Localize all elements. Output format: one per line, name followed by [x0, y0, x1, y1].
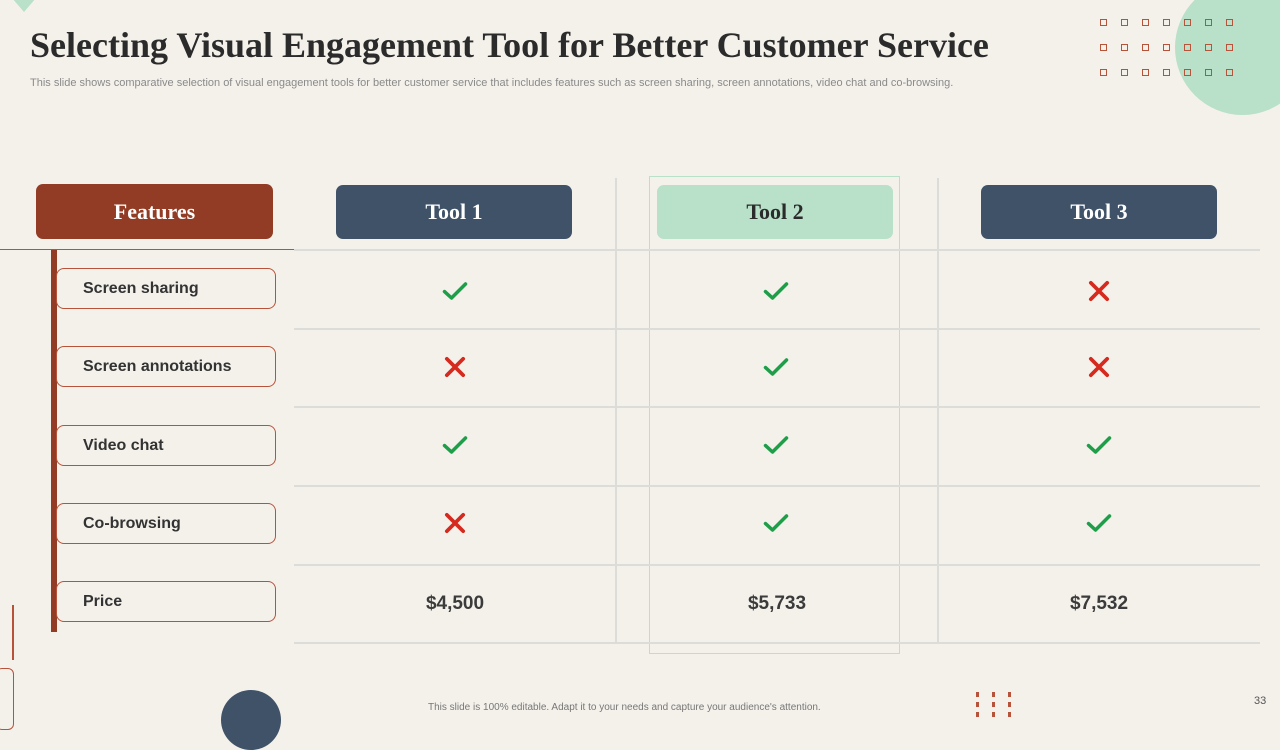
tool-2-highlight	[649, 176, 900, 654]
dot	[1184, 44, 1191, 51]
check-icon	[425, 261, 485, 321]
dot-grid-decoration-bottom	[976, 692, 1016, 720]
dot	[1226, 19, 1233, 26]
dot	[1100, 19, 1107, 26]
row-divider	[294, 328, 1260, 330]
dot	[1163, 69, 1170, 76]
features-header: Features	[36, 184, 273, 239]
dot	[1205, 69, 1212, 76]
row-divider	[294, 406, 1260, 408]
dot	[992, 712, 995, 717]
tool-3-header: Tool 3	[981, 185, 1217, 239]
dot	[1226, 44, 1233, 51]
bracket-decoration	[0, 668, 14, 730]
check-icon	[1069, 493, 1129, 553]
dot	[1184, 19, 1191, 26]
tool-1-header: Tool 1	[336, 185, 572, 239]
price-tool-1: $4,500	[425, 593, 485, 614]
cross-icon	[425, 337, 485, 397]
tool-2-header: Tool 2	[657, 185, 893, 239]
cross-icon	[1069, 261, 1129, 321]
header-underline	[0, 249, 294, 250]
check-icon	[746, 337, 806, 397]
dot	[976, 702, 979, 707]
feature-price: Price	[56, 581, 276, 622]
dot	[1100, 69, 1107, 76]
feature-video-chat: Video chat	[56, 425, 276, 466]
column-divider	[937, 178, 939, 643]
dot-grid-decoration	[1100, 19, 1250, 84]
footer-note: This slide is 100% editable. Adapt it to…	[428, 702, 821, 713]
dot	[1226, 69, 1233, 76]
dot	[1121, 69, 1128, 76]
dot	[1142, 44, 1149, 51]
slide-subtitle: This slide shows comparative selection o…	[30, 77, 954, 89]
row-divider	[294, 564, 1260, 566]
dot	[1008, 712, 1011, 717]
check-icon	[1069, 415, 1129, 475]
row-divider	[294, 642, 1260, 644]
dot	[1163, 44, 1170, 51]
dot	[1205, 19, 1212, 26]
dot	[1121, 19, 1128, 26]
dot	[1142, 19, 1149, 26]
dot	[1205, 44, 1212, 51]
dot	[1142, 69, 1149, 76]
check-icon	[746, 415, 806, 475]
dot	[1100, 44, 1107, 51]
feature-screen-sharing: Screen sharing	[56, 268, 276, 309]
page-number: 33	[1254, 695, 1267, 707]
dot	[1008, 702, 1011, 707]
check-icon	[746, 261, 806, 321]
navy-circle-decoration	[221, 690, 281, 750]
price-tool-3: $7,532	[1069, 593, 1129, 614]
row-divider	[294, 249, 1260, 251]
cross-icon	[1069, 337, 1129, 397]
feature-co-browsing: Co-browsing	[56, 503, 276, 544]
dot	[1163, 19, 1170, 26]
dot	[992, 702, 995, 707]
row-divider	[294, 485, 1260, 487]
dot	[1008, 692, 1011, 697]
cross-icon	[425, 493, 485, 553]
features-vertical-bar	[51, 250, 57, 632]
price-tool-2: $5,733	[747, 593, 807, 614]
slide-title: Selecting Visual Engagement Tool for Bet…	[30, 25, 989, 65]
check-icon	[425, 415, 485, 475]
check-icon	[746, 493, 806, 553]
dot	[992, 692, 995, 697]
dot	[976, 692, 979, 697]
dot	[1121, 44, 1128, 51]
dot	[976, 712, 979, 717]
triangle-decoration	[12, 0, 36, 12]
line-decoration	[12, 605, 14, 660]
feature-screen-annotations: Screen annotations	[56, 346, 276, 387]
dot	[1184, 69, 1191, 76]
column-divider	[615, 178, 617, 643]
